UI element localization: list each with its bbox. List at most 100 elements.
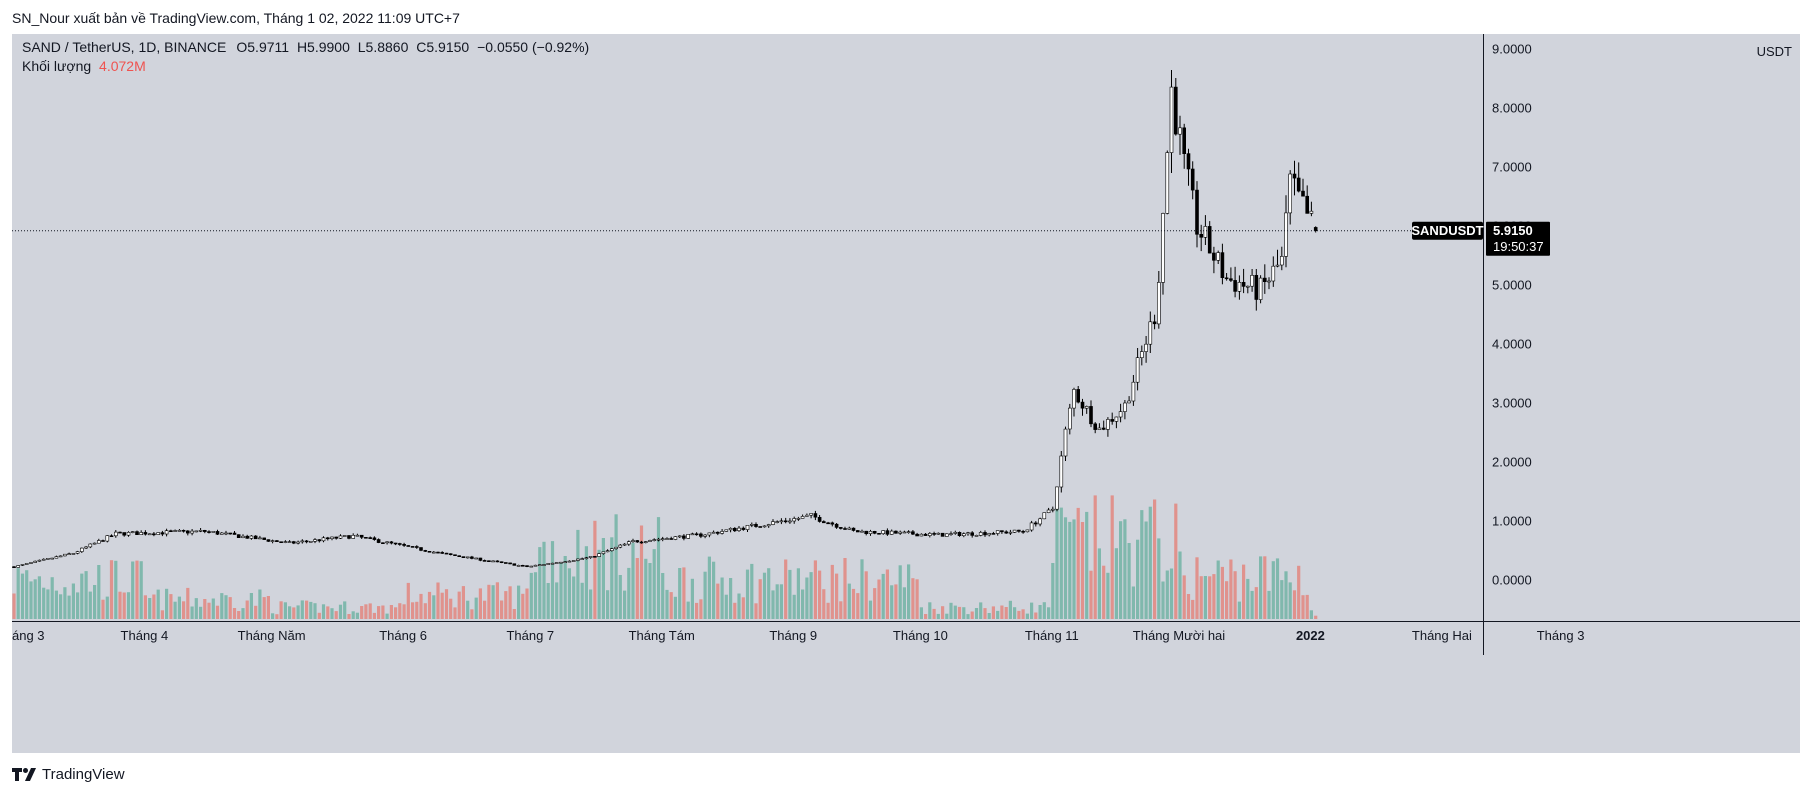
candle-body [338,535,343,539]
volume-bar [517,585,521,619]
volume-bar [699,599,703,619]
volume-bar [576,529,580,619]
volume-bar [249,593,253,619]
volume-bar [224,595,228,619]
candle-body [800,516,805,519]
volume-bar [589,589,593,619]
volume-bar [411,602,415,619]
candle-body [682,535,686,539]
candle-body [1110,419,1114,422]
candle-body [749,523,754,526]
candle-body [54,556,59,559]
volume-bar [254,605,258,619]
time-scale-label: Tháng Năm [238,628,306,643]
candle-body [50,557,55,560]
candle-body [652,539,657,541]
candle-body [626,541,631,545]
candle-body [58,555,63,558]
chart-frame[interactable]: 9.00008.00007.00006.00005.00004.00003.00… [12,34,1800,753]
candle-body [830,522,835,525]
candle-body [512,563,517,566]
candle-body [1072,389,1076,409]
price-scale-label: 2.0000 [1492,455,1532,470]
candle-body [588,555,593,558]
volume-bar [245,600,249,619]
candle-body [703,534,707,537]
candle-body [1237,282,1242,292]
volume-bar [491,585,495,619]
volume-bar [1131,586,1135,619]
price-scale-label: 7.0000 [1492,160,1532,175]
candle-body [881,530,886,535]
volume-bar [601,538,605,619]
volume-bar [911,578,915,619]
volume-bar [907,564,911,619]
volume-bar [928,602,932,619]
chart-svg[interactable]: 9.00008.00007.00006.00005.00004.00003.00… [12,34,1800,753]
volume-bar [538,547,542,619]
candle-body [381,542,385,545]
volume-bar [1110,495,1114,619]
volume-bar [822,589,826,619]
volume-bar [885,569,889,619]
volume-bar [652,549,656,619]
candle-body [669,538,674,540]
volume-bar [1072,519,1076,619]
volume-bar [1212,574,1216,619]
volume-bar [1203,576,1207,619]
volume-bar [801,589,805,619]
legend-symbol[interactable]: SAND / TetherUS, 1D, BINANCE [22,39,227,55]
candle-body [300,540,305,543]
volume-bar [59,594,63,619]
volume-label[interactable]: Khối lượng [22,58,92,74]
symbol-tag: SANDUSDT [1411,223,1483,238]
candle-body [660,538,665,541]
candle-body [609,548,614,552]
volume-bar [1038,605,1042,619]
footer-brand[interactable]: TradingView [12,766,125,783]
candle-body [741,527,746,530]
candle-body [1025,529,1030,533]
candle-body [554,562,559,564]
candle-body [864,530,869,535]
volume-bar [661,573,665,619]
candle-body [894,530,898,534]
candle-body [707,532,712,536]
candle-body [1186,153,1191,170]
candle-body [330,536,334,540]
candle-body [1165,152,1170,214]
candle-body [364,536,368,539]
candle-body [29,562,33,564]
volume-bar [656,517,661,619]
volume-bar [394,607,398,619]
volume-bar [1292,590,1297,619]
volume-bar [695,602,699,619]
candle-body [342,535,347,537]
volume-bar [851,588,856,619]
volume-bar [580,582,584,619]
volume-bar [1182,575,1186,619]
volume-bar [415,601,419,619]
candle-body [1008,531,1013,534]
volume-bar [1055,499,1059,619]
volume-bar [894,584,898,619]
candle-body [843,528,847,530]
volume-bar [1157,538,1161,619]
volume-bar [639,525,644,619]
candle-body [24,563,29,565]
candle-body [1084,406,1089,409]
candle-body [135,531,139,536]
candle-body [1301,190,1305,197]
candle-body [571,560,576,562]
volume-bar [275,614,279,619]
volume-bar [1153,499,1157,619]
volume-bar [762,572,767,619]
volume-bar [1305,594,1309,619]
candle-body [1038,518,1042,525]
volume-bar [466,600,470,619]
volume-bar [46,589,50,619]
candle-body [783,520,788,523]
candle-body [1046,509,1051,514]
volume-bar [504,591,508,619]
candle-body [236,534,241,539]
